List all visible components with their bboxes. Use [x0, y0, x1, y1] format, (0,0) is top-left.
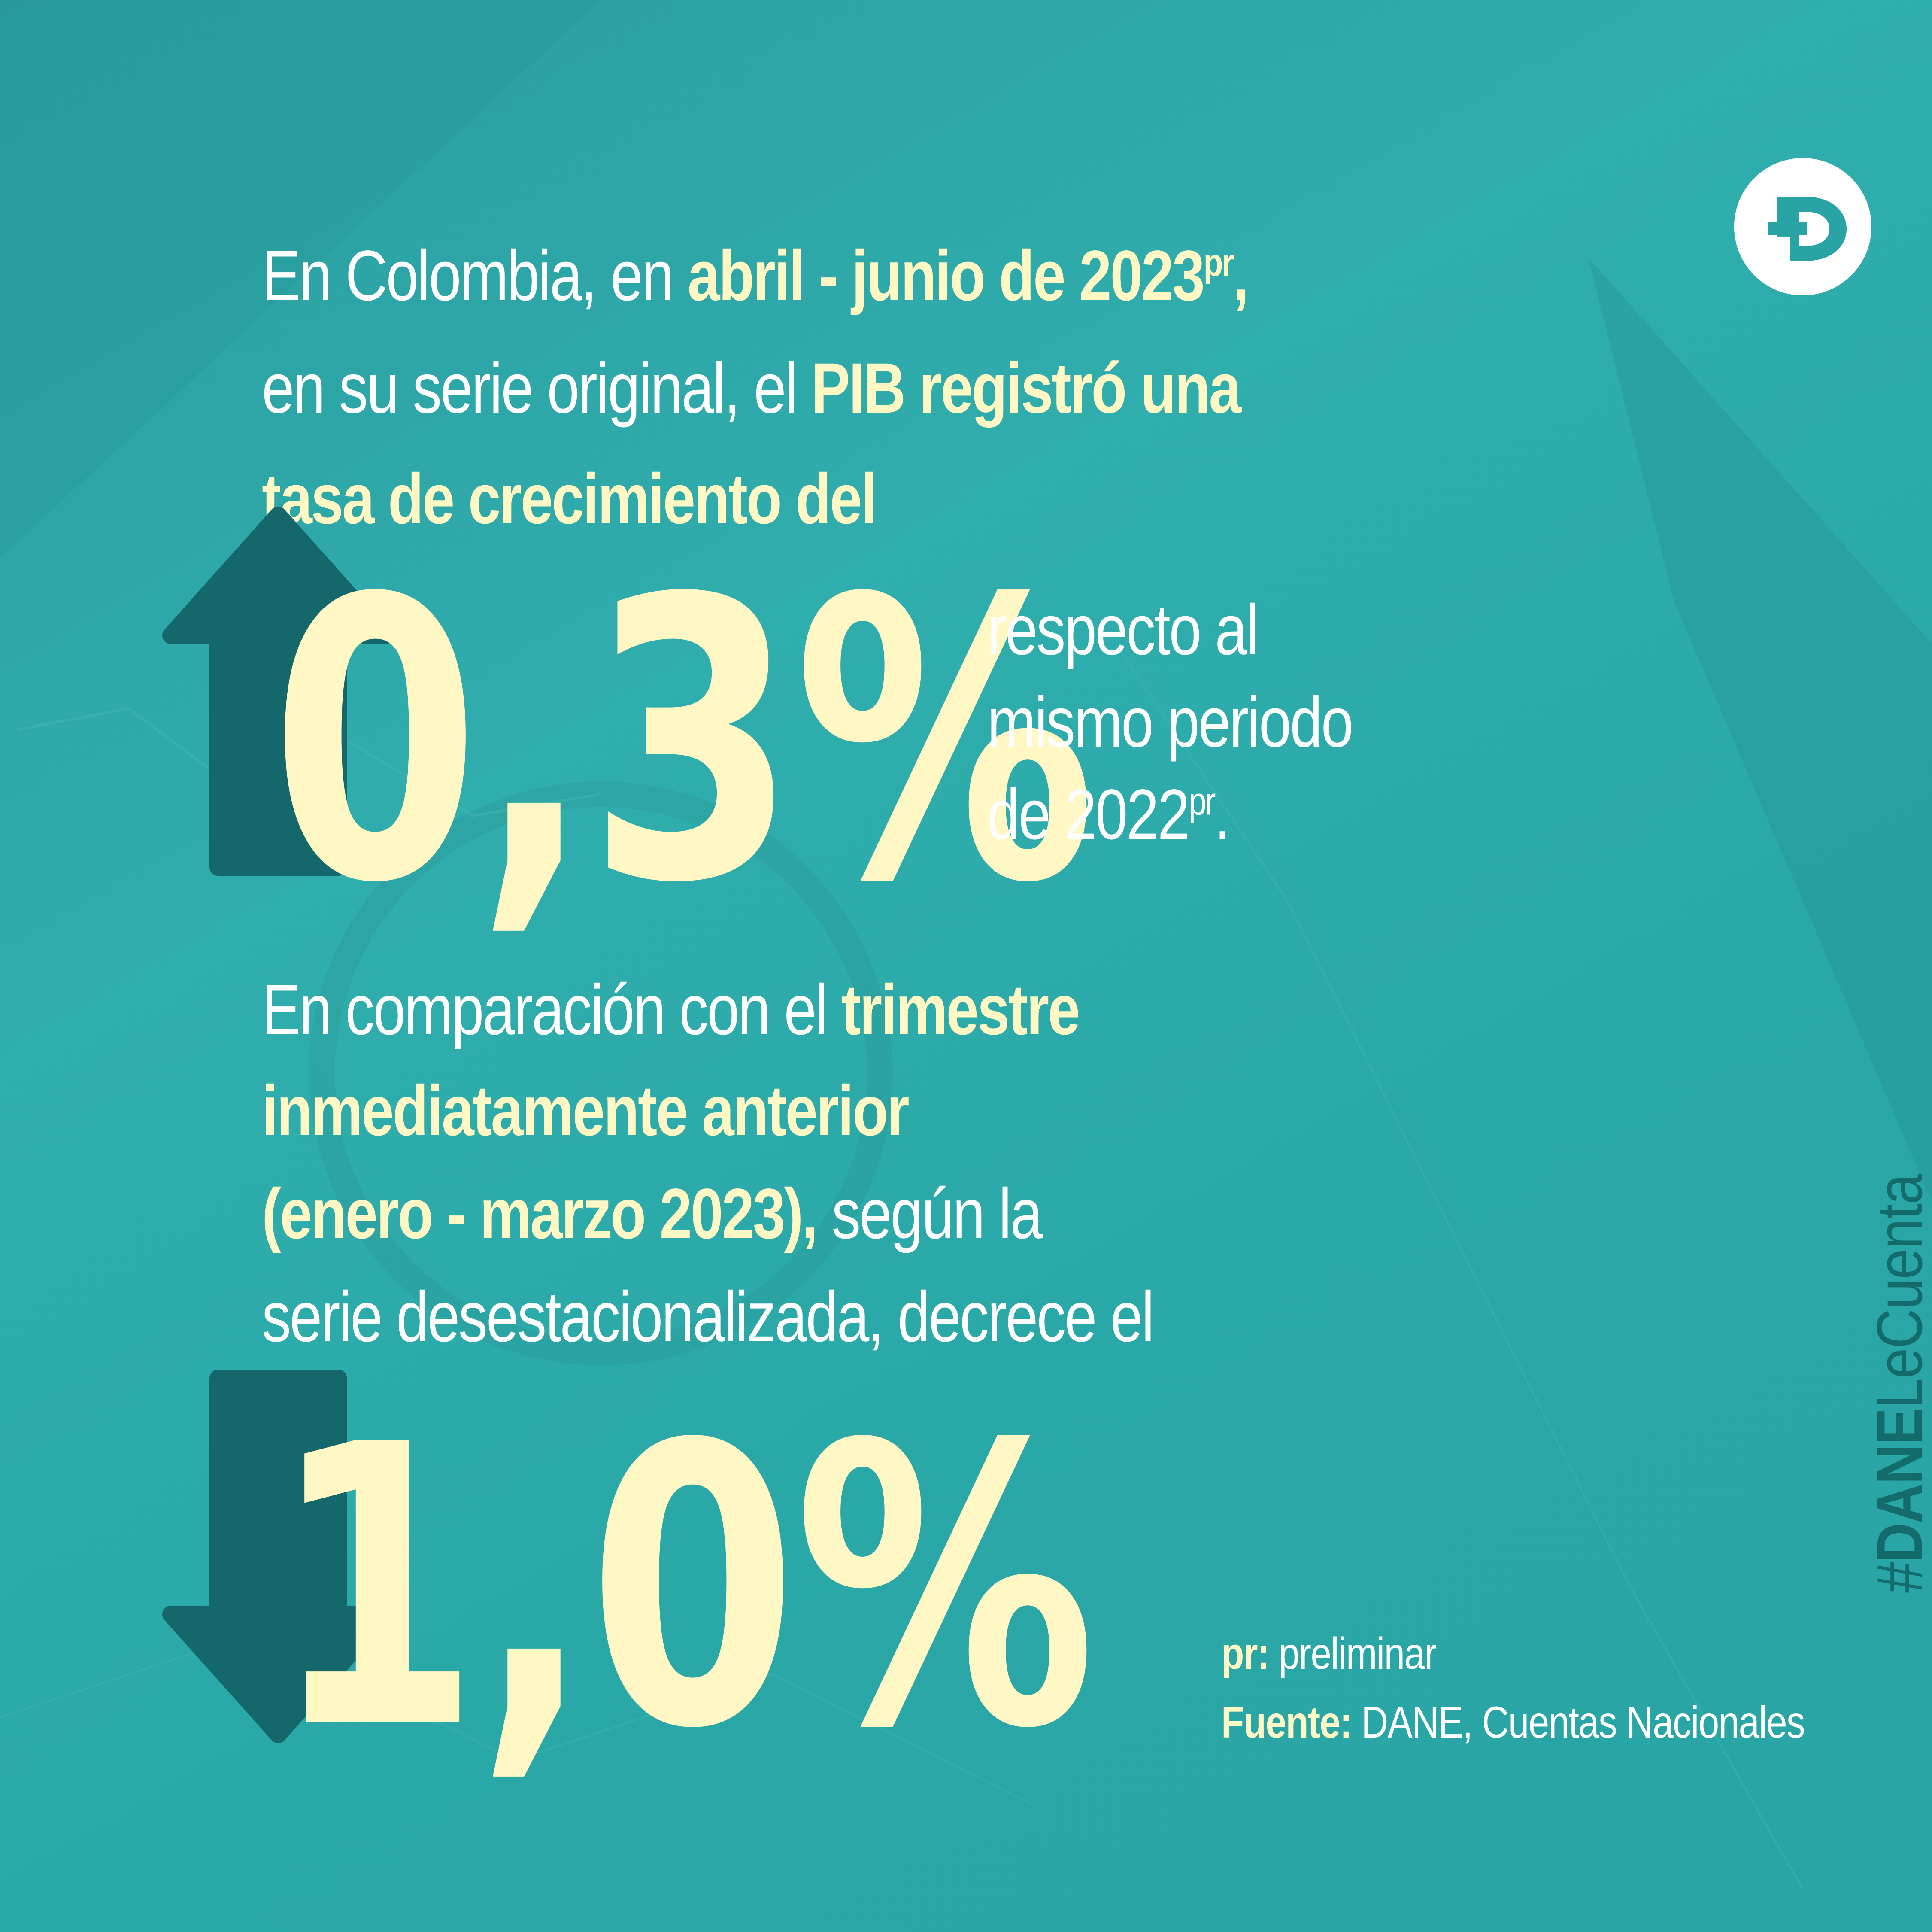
footnote-preliminary: pr: preliminar: [1221, 1629, 1437, 1679]
comparison-line-1: En comparación con el trimestre: [262, 975, 1080, 1046]
caption-text: de 2022: [987, 775, 1190, 854]
footnote-key: pr:: [1221, 1629, 1270, 1679]
comparison-highlight: inmediatamente anterior: [262, 1071, 910, 1151]
quarterly-change-value: 1,0%: [270, 1364, 1096, 1813]
comparison-highlight: trimestre: [841, 970, 1080, 1050]
preliminary-mark: pr: [1203, 240, 1234, 285]
comparison-line-4: serie desestacionalizada, decrece el: [262, 1282, 1155, 1353]
dane-logo-mark: [1768, 197, 1847, 261]
comparison-text: En comparación con el: [262, 970, 842, 1050]
footnote-key: Fuente:: [1221, 1698, 1352, 1747]
hashtag-bold: DANE: [1863, 1409, 1932, 1563]
dane-logo: [1734, 158, 1871, 295]
footnote-value: preliminar: [1269, 1629, 1437, 1679]
hashtag-rest: LeCuenta: [1863, 1174, 1932, 1409]
footnote-value: DANE, Cuentas Nacionales: [1351, 1698, 1805, 1747]
caption-text: respecto al: [987, 590, 1259, 670]
headline-text: En Colombia, en: [262, 236, 688, 316]
annual-caption-line-2: mismo periodo: [987, 687, 1353, 758]
comparison-line-2: inmediatamente anterior: [262, 1075, 910, 1147]
hashtag-dane-le-cuenta: #DANELeCuenta: [1863, 1175, 1932, 1593]
comparison-text: serie desestacionalizada, decrece el: [262, 1277, 1155, 1357]
hashtag-symbol: #: [1863, 1562, 1932, 1593]
comparison-line-3: (enero - marzo 2023), según la: [262, 1179, 1043, 1250]
annual-caption-line-1: respecto al: [987, 595, 1259, 666]
caption-period: .: [1214, 775, 1231, 854]
annual-caption-line-3: de 2022pr.: [987, 779, 1231, 851]
headline-comma: ,: [1232, 236, 1249, 316]
headline-period: abril - junio de 2023: [687, 236, 1205, 316]
preliminary-mark: pr: [1189, 779, 1216, 823]
comparison-highlight: (enero - marzo 2023),: [262, 1174, 818, 1254]
headline-line-2: en su serie original, el PIB registró un…: [262, 353, 1241, 424]
comparison-text: según la: [816, 1174, 1043, 1254]
annual-growth-value: 0,3%: [270, 518, 1096, 967]
footnote-source: Fuente: DANE, Cuentas Nacionales: [1221, 1700, 1805, 1745]
caption-text: mismo periodo: [987, 683, 1353, 762]
headline-line-1: En Colombia, en abril - junio de 2023pr,: [262, 240, 1249, 312]
headline-highlight: PIB registró una: [811, 349, 1241, 428]
headline-text: en su serie original, el: [262, 349, 811, 428]
